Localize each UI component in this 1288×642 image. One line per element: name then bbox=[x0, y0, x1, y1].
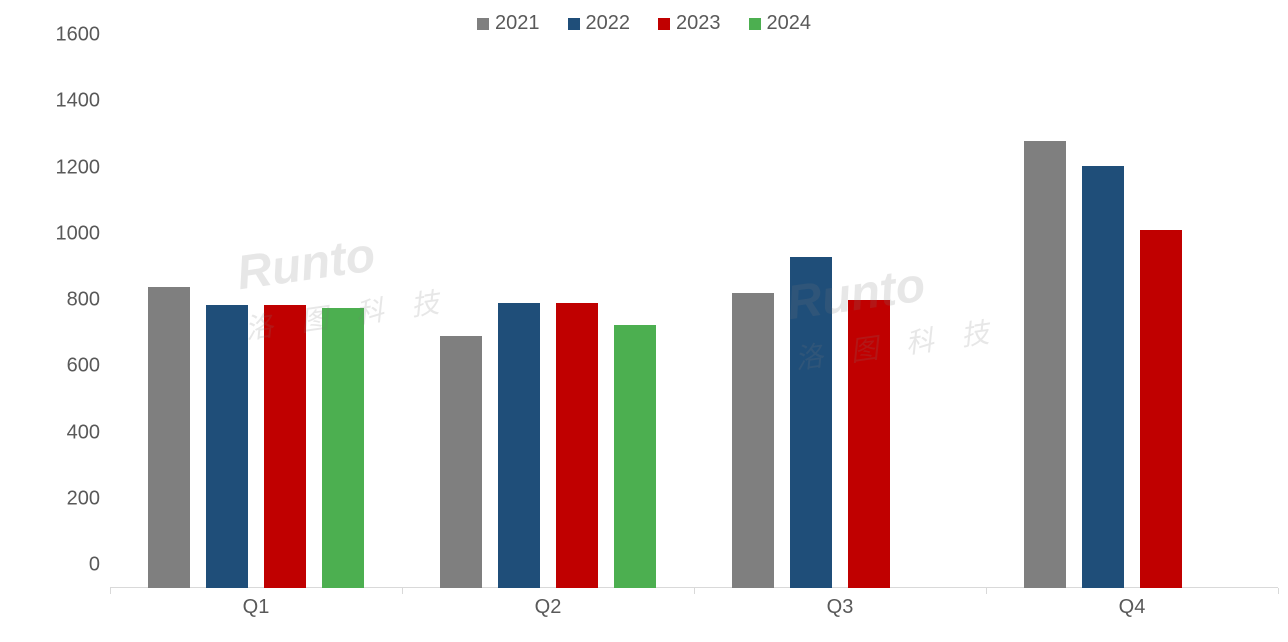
plot-area: 0 200 400 600 800 1000 1200 1400 1600 Q1… bbox=[110, 58, 1278, 588]
y-tick-label: 800 bbox=[67, 289, 110, 312]
x-tick-mark bbox=[986, 588, 987, 594]
y-tick-label: 400 bbox=[67, 421, 110, 444]
legend-label-2023: 2023 bbox=[676, 12, 721, 35]
legend: 2021 2022 2023 2024 bbox=[0, 12, 1288, 35]
bar bbox=[498, 303, 540, 588]
y-tick-label: 1400 bbox=[56, 90, 111, 113]
bar bbox=[614, 325, 656, 588]
bar bbox=[790, 257, 832, 588]
y-tick-label: 200 bbox=[67, 487, 110, 510]
bar bbox=[264, 305, 306, 588]
legend-item-2022: 2022 bbox=[568, 12, 631, 35]
bar bbox=[732, 293, 774, 588]
legend-label-2024: 2024 bbox=[767, 12, 812, 35]
legend-label-2022: 2022 bbox=[586, 12, 631, 35]
x-tick-mark bbox=[402, 588, 403, 594]
bar bbox=[148, 287, 190, 588]
x-tick-label: Q4 bbox=[1119, 588, 1146, 619]
x-tick-label: Q3 bbox=[827, 588, 854, 619]
x-tick-mark bbox=[110, 588, 111, 594]
bar bbox=[206, 305, 248, 588]
legend-swatch-2022 bbox=[568, 18, 580, 30]
x-tick-label: Q1 bbox=[243, 588, 270, 619]
legend-swatch-2023 bbox=[658, 18, 670, 30]
x-tick-mark bbox=[1278, 588, 1279, 594]
x-tick-label: Q2 bbox=[535, 588, 562, 619]
bar bbox=[322, 308, 364, 588]
legend-item-2023: 2023 bbox=[658, 12, 721, 35]
bar bbox=[1024, 141, 1066, 588]
x-tick-mark bbox=[694, 588, 695, 594]
y-tick-label: 0 bbox=[89, 554, 110, 577]
legend-item-2021: 2021 bbox=[477, 12, 540, 35]
bar bbox=[1082, 166, 1124, 588]
bar bbox=[556, 303, 598, 588]
y-tick-label: 1200 bbox=[56, 156, 111, 179]
bar bbox=[440, 336, 482, 588]
y-tick-label: 1000 bbox=[56, 222, 111, 245]
legend-swatch-2024 bbox=[749, 18, 761, 30]
legend-swatch-2021 bbox=[477, 18, 489, 30]
y-tick-label: 600 bbox=[67, 355, 110, 378]
bar bbox=[1140, 230, 1182, 588]
legend-label-2021: 2021 bbox=[495, 12, 540, 35]
bar bbox=[848, 300, 890, 588]
chart-container: 2021 2022 2023 2024 0 200 400 600 800 10… bbox=[0, 0, 1288, 642]
legend-item-2024: 2024 bbox=[749, 12, 812, 35]
y-tick-label: 1600 bbox=[56, 24, 111, 47]
